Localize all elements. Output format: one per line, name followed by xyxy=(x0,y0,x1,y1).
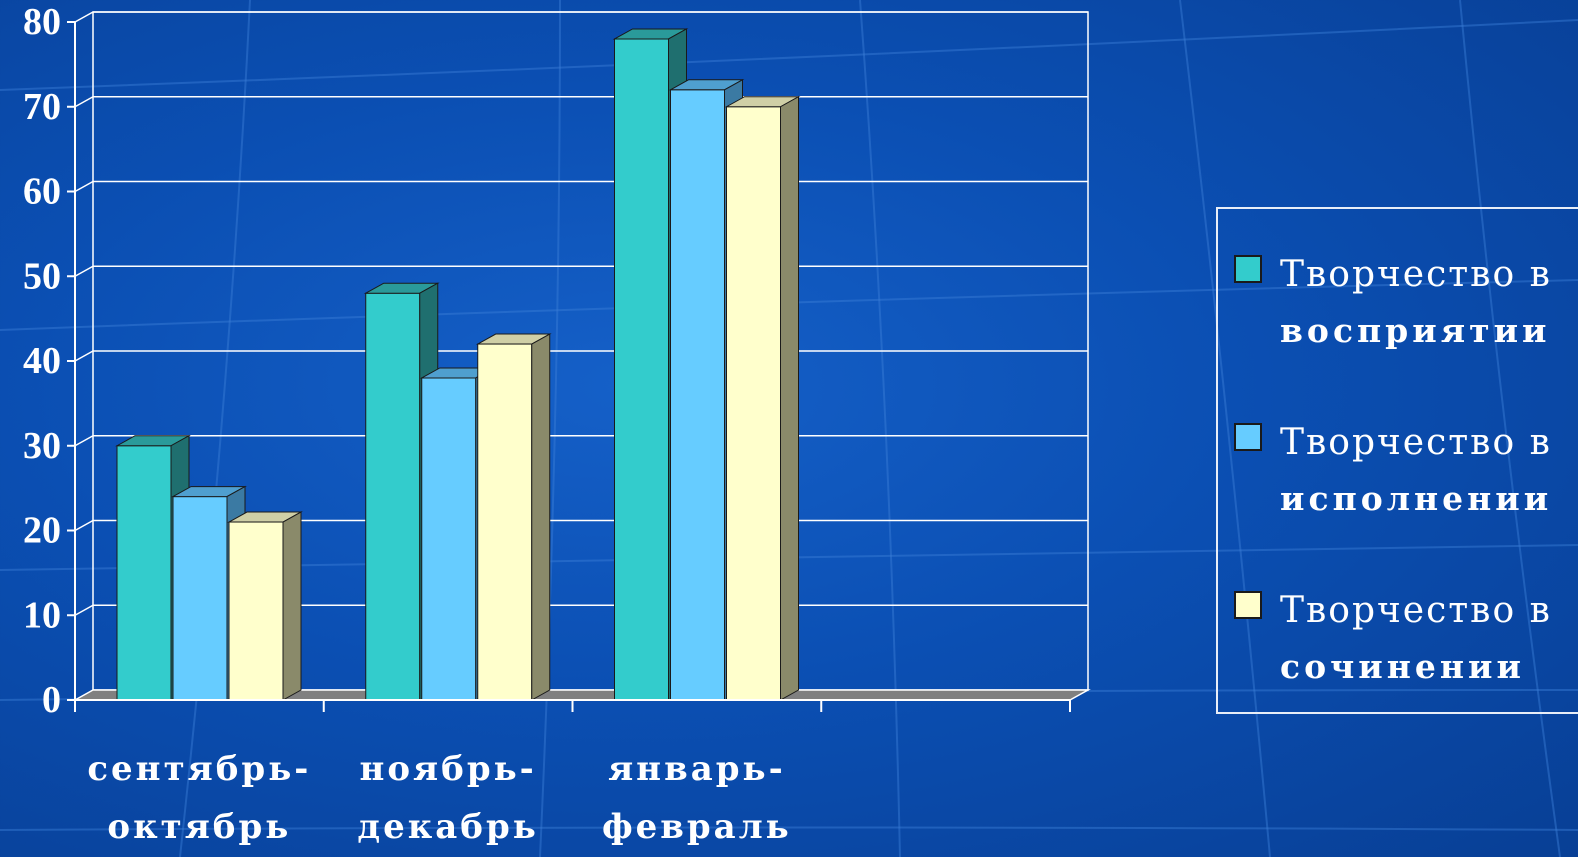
chart-axes xyxy=(67,21,1071,712)
legend-label-line1: Творчество в xyxy=(1280,254,1552,295)
legend-label-line1: Творчество в xyxy=(1280,590,1552,631)
legend-label-line1: Творчество в xyxy=(1280,422,1552,463)
chart-legend: Творчество в восприятии Творчество в исп… xyxy=(1216,207,1578,714)
x-category-label: ноябрь- xyxy=(359,749,536,789)
bar xyxy=(421,377,477,701)
y-tick-label: 70 xyxy=(23,86,61,128)
legend-label-line2: восприятии xyxy=(1280,311,1551,350)
bar xyxy=(614,38,669,701)
legend-label-line2: сочинении xyxy=(1280,647,1525,686)
bar-side xyxy=(531,333,551,701)
legend-swatch-perception xyxy=(1234,255,1262,283)
bar-side xyxy=(780,95,799,701)
y-tick-label: 0 xyxy=(42,679,61,721)
bar-side xyxy=(282,511,302,701)
x-category-label: январь- xyxy=(608,749,786,789)
bar xyxy=(116,445,172,701)
gridline-side xyxy=(74,350,94,362)
bar xyxy=(172,496,228,701)
chart-bars xyxy=(115,28,801,701)
x-category-label: февраль xyxy=(602,807,792,847)
gridline-side xyxy=(74,96,94,108)
x-category-label: октябрь xyxy=(107,807,291,847)
y-tick-label: 40 xyxy=(23,340,61,382)
x-category-label: сентябрь- xyxy=(87,749,311,789)
legend-swatch-composition xyxy=(1234,591,1262,619)
bar xyxy=(228,521,284,701)
bar xyxy=(726,106,781,701)
y-tick-label: 80 xyxy=(23,1,61,43)
gridline-side xyxy=(74,265,94,277)
gridline-side xyxy=(74,435,94,447)
bar xyxy=(670,89,725,701)
y-tick-label: 20 xyxy=(23,510,61,552)
legend-label-line2: исполнении xyxy=(1280,479,1553,518)
chart-labels: 0 10 20 30 40 50 60 70 80 сентябрь-октябрь ноябрь-… xyxy=(23,1,792,847)
x-category-label: декабрь xyxy=(357,807,538,847)
gridline-side xyxy=(74,180,94,193)
legend-swatch-performance xyxy=(1234,423,1262,451)
bar xyxy=(365,292,421,701)
y-tick-label: 10 xyxy=(23,594,61,636)
bar xyxy=(477,343,533,701)
y-tick-label: 50 xyxy=(23,255,61,297)
y-tick-label: 30 xyxy=(23,425,61,467)
gridline-side xyxy=(74,519,94,532)
gridline-side xyxy=(74,11,94,23)
gridline-side xyxy=(74,604,94,616)
y-tick-label: 60 xyxy=(23,171,61,213)
